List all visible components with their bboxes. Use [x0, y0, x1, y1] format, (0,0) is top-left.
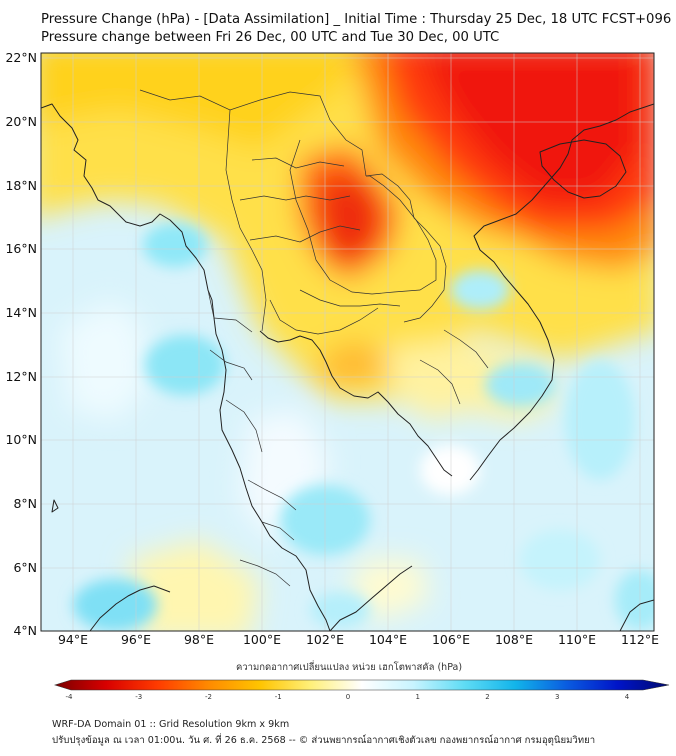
lon-tick-label: 104°E: [369, 632, 407, 647]
plot-frame: [40, 52, 655, 632]
lat-lon-grid: [41, 53, 654, 631]
pressure-change-map: 22°N 20°N 18°N 16°N 14°N 12°N 10°N 8°N 6°N 4°N 94°…: [5, 50, 670, 701]
colorbar-title: ความกดอากาศเปลี่ยนแปลง หน่วย เฮกโตพาสคัล…: [236, 660, 462, 673]
lon-tick-label: 98°E: [184, 632, 214, 647]
lat-tick-label: 12°N: [5, 369, 37, 384]
admin-borders: [139, 89, 489, 587]
colorbar-tick-label: 2: [485, 693, 489, 701]
lon-tick-label: 96°E: [121, 632, 151, 647]
pressure-field: [41, 53, 654, 631]
colorbar-bar: [53, 679, 670, 691]
axis-labels: 22°N 20°N 18°N 16°N 14°N 12°N 10°N 8°N 6°N 4°N 94°…: [5, 50, 659, 647]
lat-tick-label: 22°N: [5, 50, 37, 65]
colorbar-tick-labels: -4 -3 -2 -1 0 1 2 3 4: [66, 693, 630, 701]
colorbar-tick-label: -3: [135, 693, 142, 701]
chart-title: Pressure Change (hPa) - [Data Assimilati…: [41, 12, 672, 27]
lat-tick-label: 16°N: [5, 241, 37, 256]
colorbar: [53, 679, 670, 691]
footer-update-info: ปรับปรุงข้อมูล ณ เวลา 01:00น. วัน ศ. ที่…: [52, 735, 596, 746]
colorbar-tick-label: -1: [275, 693, 282, 701]
lon-tick-label: 94°E: [58, 632, 88, 647]
lon-tick-label: 106°E: [432, 632, 470, 647]
colorbar-tick-label: 4: [625, 693, 630, 701]
colorbar-tick-label: 1: [416, 693, 420, 701]
lon-tick-label: 110°E: [558, 632, 596, 647]
colorbar-tick-label: 3: [555, 693, 559, 701]
lat-tick-label: 8°N: [13, 496, 37, 511]
lon-tick-label: 100°E: [243, 632, 281, 647]
colorbar-tick-label: -4: [66, 693, 74, 701]
lon-tick-label: 102°E: [306, 632, 344, 647]
lon-tick-label: 112°E: [621, 632, 659, 647]
lat-tick-label: 14°N: [5, 305, 37, 320]
colorbar-tick-label: -2: [205, 693, 212, 701]
chart-subtitle: Pressure change between Fri 26 Dec, 00 U…: [41, 30, 500, 45]
lat-tick-label: 4°N: [13, 623, 37, 638]
lat-tick-label: 6°N: [13, 560, 37, 575]
footer-domain-info: WRF-DA Domain 01 :: Grid Resolution 9km …: [52, 719, 290, 730]
lat-tick-label: 18°N: [5, 178, 37, 193]
lat-tick-label: 10°N: [5, 432, 37, 447]
lon-tick-label: 108°E: [495, 632, 533, 647]
lat-tick-label: 20°N: [5, 114, 37, 129]
colorbar-tick-label: 0: [346, 693, 350, 701]
